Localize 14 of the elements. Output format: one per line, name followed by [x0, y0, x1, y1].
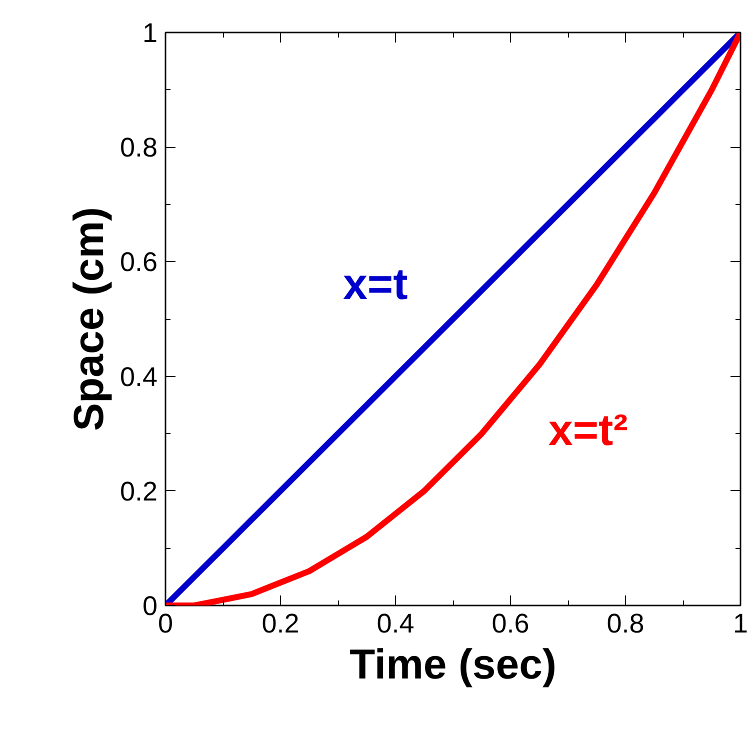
x-tick-label: 0.4: [376, 608, 414, 638]
y-tick-label: 0.4: [120, 362, 158, 392]
x-axis-title: Time (sec): [350, 640, 557, 688]
y-axis-title: Space (cm): [64, 206, 112, 432]
y-tick-label: 0.8: [120, 132, 158, 163]
x-tick-label: 1: [732, 608, 748, 638]
series-label: x=t²: [548, 406, 628, 456]
series-label: x=t: [342, 260, 408, 310]
x-tick-label: 0.6: [492, 608, 530, 638]
y-tick-label: 0.2: [120, 476, 158, 506]
x-tick-label: 0.8: [606, 608, 644, 638]
y-tick-label: 1: [142, 18, 158, 48]
y-tick-label: 0.6: [120, 247, 158, 278]
x-tick-label: 0.2: [262, 608, 300, 638]
